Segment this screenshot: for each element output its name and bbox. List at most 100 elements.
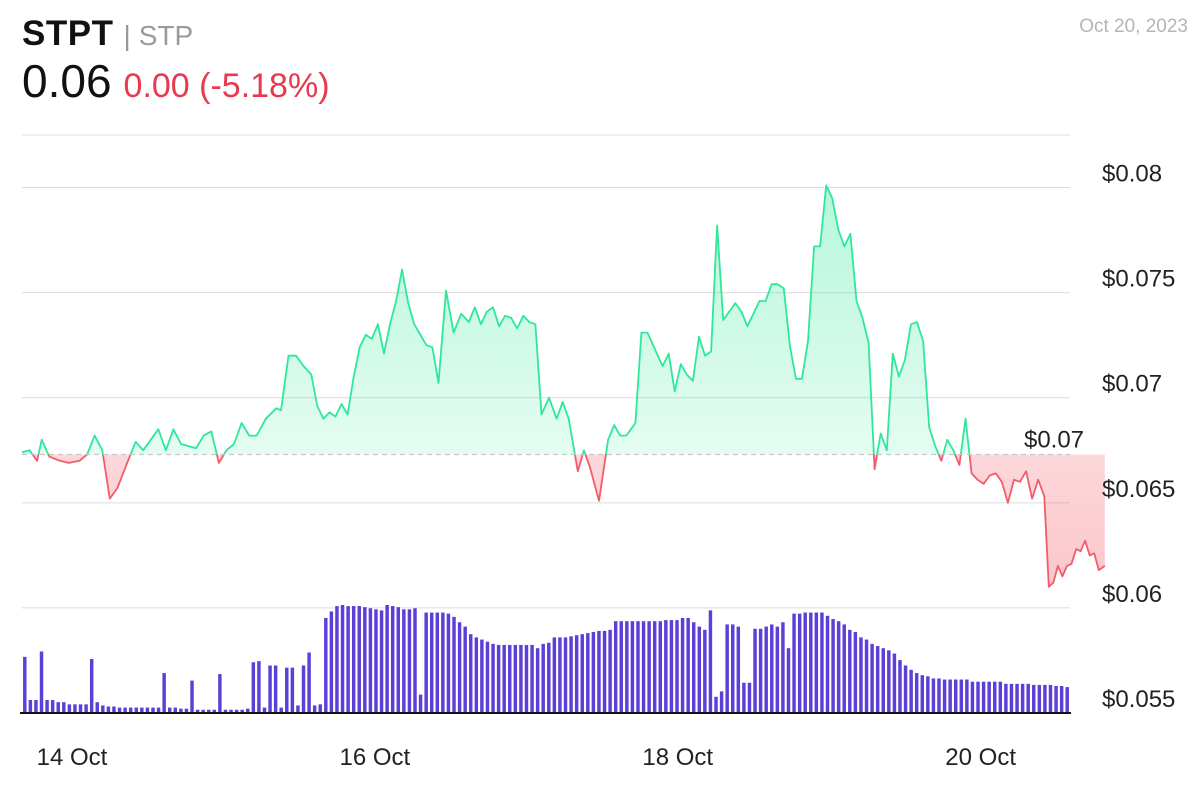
volume-bar: [563, 637, 568, 713]
volume-bar: [1048, 684, 1053, 713]
volume-bar: [184, 708, 189, 713]
volume-bar: [625, 621, 629, 713]
volume-bar: [262, 707, 267, 713]
volume-bar: [23, 656, 27, 713]
x-tick-label: 20 Oct: [945, 744, 1016, 771]
volume-bar: [452, 616, 456, 713]
volume-bar: [914, 673, 919, 713]
volume-bar: [742, 682, 746, 713]
x-axis-ticks: 14 Oct 16 Oct 18 Oct 20 Oct: [37, 744, 1017, 771]
volume-bar: [117, 707, 122, 713]
volume-bar: [34, 700, 38, 713]
volume-bar: [106, 706, 111, 713]
volume-bar: [825, 615, 830, 713]
volume-bar: [357, 606, 361, 713]
volume-bar: [379, 610, 384, 713]
volume-bar: [1059, 686, 1064, 713]
volume-bar: [965, 679, 969, 713]
volume-bar: [831, 619, 835, 713]
volume-bar: [212, 709, 217, 713]
volume-bar: [647, 621, 651, 713]
volume-bar: [613, 621, 618, 713]
volume-bar: [641, 621, 646, 713]
volume-bar: [45, 700, 49, 713]
volume-bar: [803, 612, 807, 713]
volume-bar: [736, 626, 741, 713]
volume-bar: [56, 702, 60, 713]
volume-bar: [396, 607, 401, 713]
volume-bar: [1020, 683, 1025, 713]
volume-bar: [530, 644, 534, 713]
volume-bar: [887, 650, 891, 713]
volume-bar: [719, 691, 724, 713]
volume-bar: [374, 609, 378, 713]
volume-bar: [547, 642, 551, 713]
volume-bar: [948, 679, 952, 713]
volume-bar: [78, 704, 83, 713]
volume-bar: [859, 637, 863, 713]
volume-bar: [95, 702, 99, 713]
volume-bar: [764, 626, 768, 713]
volume-bar: [797, 613, 802, 713]
volume-bar: [881, 648, 885, 713]
volume-bar: [658, 621, 663, 713]
volume-bar: [664, 620, 668, 713]
volume-bar: [296, 705, 300, 713]
volume-bar: [524, 644, 529, 713]
volume-bar: [457, 622, 462, 713]
volume-bar: [1054, 686, 1058, 713]
volume-bar: [535, 648, 540, 713]
volume-bar: [931, 678, 936, 713]
volume-bar: [474, 637, 479, 713]
volume-bar: [836, 621, 841, 713]
volume-bar: [312, 705, 317, 713]
volume-bar: [1004, 683, 1008, 713]
volume-bar: [508, 644, 512, 713]
y-tick-label: $0.075: [1102, 266, 1175, 293]
volume-bar: [179, 708, 183, 713]
volume-bars: [23, 605, 1069, 713]
volume-bar: [558, 637, 562, 713]
volume-bar: [574, 635, 579, 713]
volume-bar: [128, 707, 133, 713]
price-line-up: [21, 184, 971, 455]
volume-bar: [697, 626, 702, 713]
volume-bar: [792, 613, 796, 713]
volume-bar: [1009, 683, 1014, 713]
volume-bar: [898, 660, 902, 713]
volume-bar: [875, 646, 880, 713]
y-tick-label: $0.055: [1102, 686, 1175, 713]
volume-bar: [496, 644, 501, 713]
volume-bar: [240, 709, 244, 713]
ticker-symbol: STPT: [22, 14, 114, 53]
volume-bar: [686, 617, 690, 713]
volume-bar: [669, 620, 674, 713]
volume-bar: [190, 680, 194, 713]
volume-bar: [714, 696, 718, 713]
volume-bar: [407, 609, 412, 713]
volume-bar: [809, 612, 813, 713]
volume-bar: [351, 606, 356, 713]
volume-bar: [89, 659, 94, 713]
volume-bar: [786, 648, 791, 713]
volume-bar: [608, 629, 612, 713]
price-change: 0.00 (-5.18%): [123, 67, 330, 105]
volume-bar: [970, 681, 975, 713]
volume-bar: [770, 624, 774, 713]
volume-bar: [491, 643, 495, 713]
volume-bar: [195, 709, 200, 713]
volume-bar: [747, 682, 752, 713]
volume-bar: [223, 709, 228, 713]
volume-bar: [864, 639, 869, 713]
y-tick-label: $0.08: [1102, 161, 1162, 188]
volume-bar: [775, 626, 780, 713]
price-line-down: [31, 454, 1106, 588]
volume-bar: [630, 621, 635, 713]
price-area-down: [32, 454, 1105, 587]
price-area: [22, 185, 1105, 587]
volume-bar: [998, 681, 1003, 713]
reference-price-label: $0.07: [1024, 426, 1084, 453]
volume-bar: [753, 628, 757, 713]
volume-bar: [257, 661, 261, 713]
y-tick-label: $0.065: [1102, 476, 1175, 503]
